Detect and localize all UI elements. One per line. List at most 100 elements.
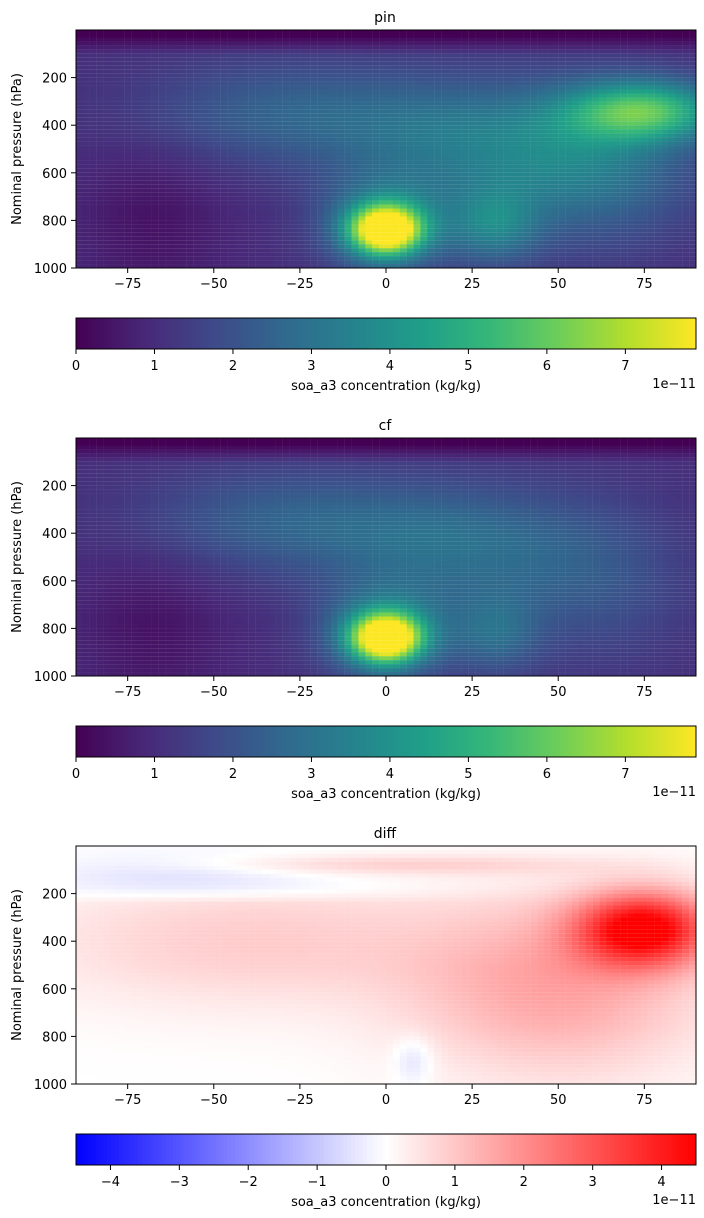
heatmap-cell <box>234 121 242 126</box>
heatmap-cell <box>275 184 283 189</box>
heatmap-cell <box>358 236 366 241</box>
heatmap-cell <box>537 220 545 225</box>
heatmap-cell <box>330 69 338 74</box>
heatmap-cell <box>358 216 366 221</box>
heatmap-cell <box>158 168 166 173</box>
heatmap-cell <box>530 85 538 90</box>
heatmap-cell <box>96 33 104 38</box>
heatmap-cell <box>606 192 614 197</box>
heatmap-cell <box>151 232 159 237</box>
heatmap-cell <box>551 145 559 150</box>
heatmap-cell <box>613 97 621 102</box>
heatmap-cell <box>227 244 235 249</box>
heatmap-cell <box>585 113 593 118</box>
heatmap-cell <box>82 232 90 237</box>
heatmap-cell <box>482 145 490 150</box>
heatmap-cell <box>599 113 607 118</box>
heatmap-cell <box>330 236 338 241</box>
heatmap-cell <box>468 117 476 122</box>
heatmap-cell <box>386 117 394 122</box>
heatmap-cell <box>620 65 628 70</box>
heatmap-cell <box>144 141 152 146</box>
heatmap-cell <box>599 220 607 225</box>
heatmap-cell <box>668 145 676 150</box>
heatmap-cell <box>399 85 407 90</box>
heatmap-cell <box>510 49 518 54</box>
heatmap-cell <box>82 49 90 54</box>
heatmap-cell <box>317 192 325 197</box>
heatmap-cell <box>441 101 449 106</box>
heatmap-cell <box>503 141 511 146</box>
heatmap-cell <box>668 200 676 205</box>
heatmap-cell <box>289 141 297 146</box>
heatmap-cell <box>213 137 221 142</box>
heatmap-cell <box>296 41 304 46</box>
heatmap-cell <box>365 212 373 217</box>
heatmap-cell <box>647 53 655 58</box>
heatmap-cell <box>592 89 600 94</box>
heatmap-cell <box>365 232 373 237</box>
heatmap-cell <box>413 101 421 106</box>
heatmap-cell <box>516 81 524 86</box>
heatmap-cell <box>558 172 566 177</box>
heatmap-cell <box>558 156 566 161</box>
heatmap-cell <box>110 208 118 213</box>
heatmap-cell <box>613 240 621 245</box>
heatmap-cell <box>599 125 607 130</box>
heatmap-cell <box>131 236 139 241</box>
heatmap-cell <box>572 53 580 58</box>
heatmap-cell <box>241 125 249 130</box>
heatmap-cell <box>420 224 428 229</box>
heatmap-cell <box>200 113 208 118</box>
heatmap-cell <box>475 160 483 165</box>
heatmap-cell <box>572 45 580 50</box>
heatmap-cell <box>110 188 118 193</box>
heatmap-cell <box>585 208 593 213</box>
heatmap-cell <box>82 113 90 118</box>
heatmap-cell <box>565 121 573 126</box>
heatmap-cell <box>675 49 683 54</box>
heatmap-cell <box>572 240 580 245</box>
heatmap-cell <box>544 208 552 213</box>
heatmap-cell <box>193 156 201 161</box>
heatmap-cell <box>82 216 90 221</box>
heatmap-cell <box>337 240 345 245</box>
heatmap-cell <box>441 208 449 213</box>
heatmap-cell <box>592 97 600 102</box>
heatmap-cell <box>434 192 442 197</box>
heatmap-cell <box>682 117 690 122</box>
heatmap-cell <box>103 53 111 58</box>
heatmap-cell <box>413 188 421 193</box>
heatmap-cell <box>124 45 132 50</box>
heatmap-cell <box>475 113 483 118</box>
heatmap-cell <box>131 65 139 70</box>
heatmap-cell <box>572 164 580 169</box>
heatmap-cell <box>358 160 366 165</box>
heatmap-cell <box>151 89 159 94</box>
heatmap-cell <box>592 101 600 106</box>
heatmap-cell <box>344 85 352 90</box>
heatmap-cell <box>503 45 511 50</box>
heatmap-cell <box>234 129 242 134</box>
heatmap-cell <box>344 73 352 78</box>
heatmap-cell <box>578 49 586 54</box>
heatmap-cell <box>365 220 373 225</box>
heatmap-cell <box>489 61 497 66</box>
heatmap-cell <box>200 41 208 46</box>
heatmap-cell <box>200 248 208 253</box>
heatmap-cell <box>275 133 283 138</box>
heatmap-cell <box>227 109 235 114</box>
heatmap-cell <box>220 117 228 122</box>
heatmap-cell <box>117 196 125 201</box>
heatmap-cell <box>124 149 132 154</box>
heatmap-cell <box>344 196 352 201</box>
heatmap-cell <box>516 77 524 82</box>
heatmap-cell <box>303 168 311 173</box>
heatmap-cell <box>365 133 373 138</box>
heatmap-cell <box>296 133 304 138</box>
heatmap-cell <box>420 212 428 217</box>
heatmap-cell <box>627 204 635 209</box>
heatmap-cell <box>158 65 166 70</box>
heatmap-cell <box>165 228 173 233</box>
heatmap-cell <box>351 129 359 134</box>
